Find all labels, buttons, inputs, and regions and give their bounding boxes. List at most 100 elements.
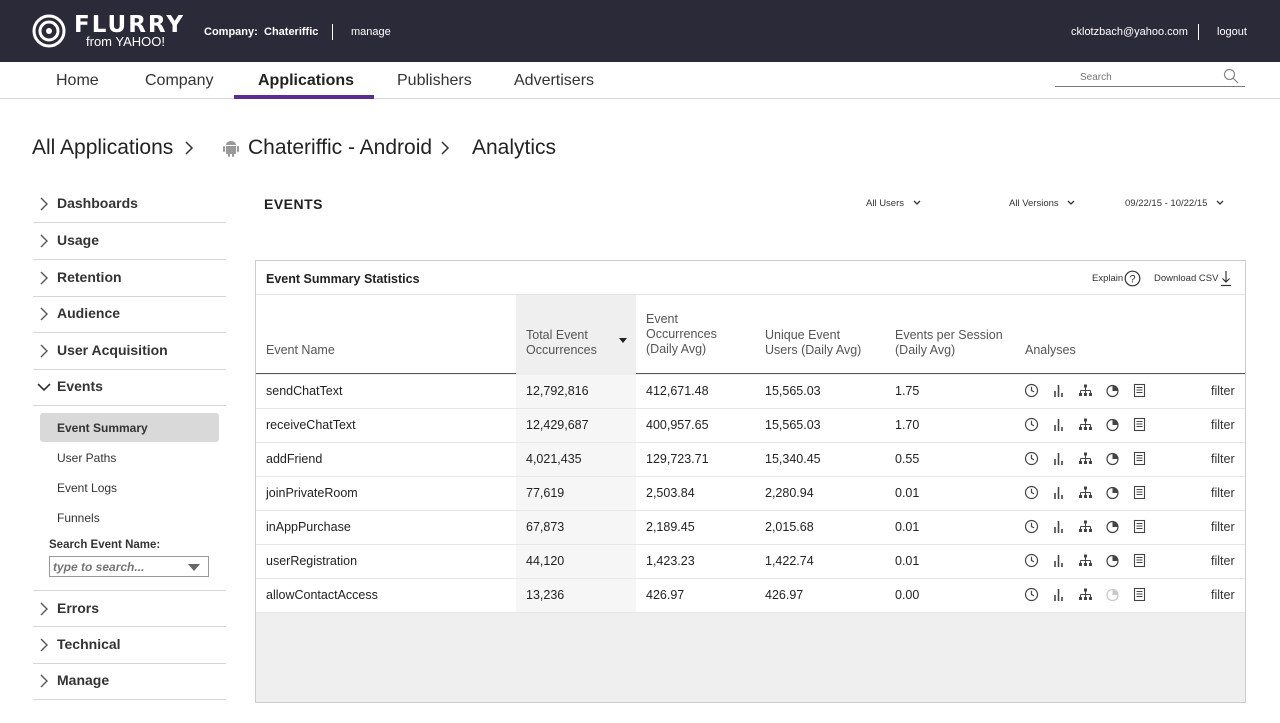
- help-icon[interactable]: ?: [1124, 270, 1141, 287]
- pie-chart-icon[interactable]: [1105, 587, 1120, 602]
- download-icon[interactable]: [1220, 270, 1232, 287]
- pie-chart-icon[interactable]: [1105, 519, 1120, 534]
- sidebar-item-manage[interactable]: Manage: [33, 663, 226, 700]
- table-row[interactable]: receiveChatText 12,429,687 400,957.65 15,56…: [256, 409, 1245, 443]
- logout-link[interactable]: logout: [1217, 26, 1247, 38]
- tab-advertisers[interactable]: Advertisers: [514, 72, 595, 89]
- search-icon[interactable]: [1223, 68, 1239, 84]
- table-row[interactable]: userRegistration 44,120 1,423.23 1,422.74 0.…: [256, 545, 1245, 579]
- filter-link[interactable]: filter: [1211, 520, 1235, 534]
- hierarchy-icon[interactable]: [1078, 553, 1093, 568]
- col-header-unique-users[interactable]: Unique Event Users (Daily Avg): [765, 328, 862, 357]
- log-list-icon[interactable]: [1132, 519, 1147, 534]
- date-range-dropdown[interactable]: 09/22/15 - 10/22/15: [1125, 198, 1224, 209]
- dropdown-arrow-icon[interactable]: [188, 564, 200, 571]
- col-header-total-occurrences[interactable]: Total Event Occurrences: [526, 328, 597, 357]
- hierarchy-icon[interactable]: [1078, 485, 1093, 500]
- sidebar-subitem-event-logs[interactable]: Event Logs: [40, 473, 219, 502]
- versions-filter-dropdown[interactable]: All Versions: [1009, 198, 1075, 209]
- search-event-combobox[interactable]: [49, 556, 209, 577]
- table-row[interactable]: addFriend 4,021,435 129,723.71 15,340.45 0.5…: [256, 443, 1245, 477]
- event-name-cell[interactable]: addFriend: [266, 452, 323, 466]
- tab-company[interactable]: Company: [145, 72, 214, 89]
- clock-icon[interactable]: [1024, 383, 1039, 398]
- pie-chart-icon[interactable]: [1105, 417, 1120, 432]
- users-filter-dropdown[interactable]: All Users: [866, 198, 921, 209]
- company-name[interactable]: Chateriffic: [264, 26, 319, 38]
- log-list-icon[interactable]: [1132, 485, 1147, 500]
- event-name-cell[interactable]: sendChatText: [266, 384, 343, 398]
- breadcrumb-all-applications[interactable]: All Applications: [32, 136, 174, 159]
- event-name-cell[interactable]: userRegistration: [266, 554, 358, 568]
- clock-icon[interactable]: [1024, 417, 1039, 432]
- table-row[interactable]: sendChatText 12,792,816 412,671.48 15,565.0…: [256, 375, 1245, 409]
- filter-link[interactable]: filter: [1211, 486, 1235, 500]
- bar-chart-icon[interactable]: [1051, 383, 1066, 398]
- pie-chart-icon[interactable]: [1105, 553, 1120, 568]
- tab-home[interactable]: Home: [56, 72, 99, 89]
- sidebar-subitem-funnels[interactable]: Funnels: [40, 503, 219, 532]
- clock-icon[interactable]: [1024, 587, 1039, 602]
- filter-link[interactable]: filter: [1211, 588, 1235, 602]
- sidebar-subitem-event-summary[interactable]: Event Summary: [40, 413, 219, 442]
- clock-icon[interactable]: [1024, 553, 1039, 568]
- manage-link[interactable]: manage: [351, 26, 391, 38]
- log-list-icon[interactable]: [1132, 383, 1147, 398]
- sidebar-item-technical[interactable]: Technical: [33, 627, 226, 664]
- sidebar-item-dashboards[interactable]: Dashboards: [33, 186, 226, 223]
- breadcrumb-app[interactable]: Chateriffic - Android: [248, 136, 433, 159]
- col-header-event-name[interactable]: Event Name: [266, 343, 335, 357]
- flurry-logo[interactable]: FLURRY from YAHOO!: [32, 12, 183, 50]
- pie-chart-icon[interactable]: [1105, 383, 1120, 398]
- clock-icon[interactable]: [1024, 485, 1039, 500]
- hierarchy-icon[interactable]: [1078, 383, 1093, 398]
- log-list-icon[interactable]: [1132, 553, 1147, 568]
- hierarchy-icon[interactable]: [1078, 519, 1093, 534]
- pie-chart-icon[interactable]: [1105, 485, 1120, 500]
- event-name-cell[interactable]: receiveChatText: [266, 418, 356, 432]
- sort-descending-icon[interactable]: [619, 338, 627, 343]
- sidebar-item-events[interactable]: Events: [33, 369, 226, 406]
- sidebar-subitem-user-paths[interactable]: User Paths: [40, 443, 219, 472]
- filter-link[interactable]: filter: [1211, 452, 1235, 466]
- sidebar-item-user-acquisition[interactable]: User Acquisition: [33, 333, 226, 370]
- clock-icon[interactable]: [1024, 519, 1039, 534]
- bar-chart-icon[interactable]: [1051, 587, 1066, 602]
- bar-chart-icon[interactable]: [1051, 417, 1066, 432]
- bar-chart-icon[interactable]: [1051, 485, 1066, 500]
- table-row[interactable]: inAppPurchase 67,873 2,189.45 2,015.68 0.01 f…: [256, 511, 1245, 545]
- bar-chart-icon[interactable]: [1051, 451, 1066, 466]
- user-email[interactable]: cklotzbach@yahoo.com: [1071, 26, 1188, 38]
- sidebar-item-audience[interactable]: Audience: [33, 296, 226, 333]
- filter-link[interactable]: filter: [1211, 554, 1235, 568]
- bar-chart-icon[interactable]: [1051, 553, 1066, 568]
- log-list-icon[interactable]: [1132, 451, 1147, 466]
- filter-link[interactable]: filter: [1211, 418, 1235, 432]
- log-list-icon[interactable]: [1132, 587, 1147, 602]
- tab-applications[interactable]: Applications: [258, 72, 355, 89]
- col-header-daily-occurrences[interactable]: Event Occurrences (Daily Avg): [646, 312, 717, 356]
- hierarchy-icon[interactable]: [1078, 417, 1093, 432]
- sidebar-item-retention[interactable]: Retention: [33, 260, 226, 297]
- search-field[interactable]: [1055, 67, 1245, 87]
- log-list-icon[interactable]: [1132, 417, 1147, 432]
- hierarchy-icon[interactable]: [1078, 587, 1093, 602]
- table-row[interactable]: joinPrivateRoom 77,619 2,503.84 2,280.94 0.0…: [256, 477, 1245, 511]
- event-name-cell[interactable]: allowContactAccess: [266, 588, 378, 602]
- table-row[interactable]: allowContactAccess 13,236 426.97 426.97 0.00…: [256, 579, 1245, 613]
- event-name-cell[interactable]: inAppPurchase: [266, 520, 351, 534]
- sidebar-item-usage[interactable]: Usage: [33, 223, 226, 260]
- search-input[interactable]: [1055, 68, 1215, 83]
- filter-link[interactable]: filter: [1211, 384, 1235, 398]
- event-name-cell[interactable]: joinPrivateRoom: [266, 486, 358, 500]
- col-header-events-per-session[interactable]: Events per Session (Daily Avg): [895, 328, 1003, 357]
- hierarchy-icon[interactable]: [1078, 451, 1093, 466]
- download-csv-link[interactable]: Download CSV: [1154, 273, 1219, 284]
- bar-chart-icon[interactable]: [1051, 519, 1066, 534]
- sidebar-item-errors[interactable]: Errors: [33, 590, 226, 627]
- clock-icon[interactable]: [1024, 451, 1039, 466]
- pie-chart-icon[interactable]: [1105, 451, 1120, 466]
- explain-link[interactable]: Explain: [1092, 273, 1124, 284]
- search-event-input[interactable]: [50, 557, 180, 576]
- tab-publishers[interactable]: Publishers: [397, 72, 472, 89]
